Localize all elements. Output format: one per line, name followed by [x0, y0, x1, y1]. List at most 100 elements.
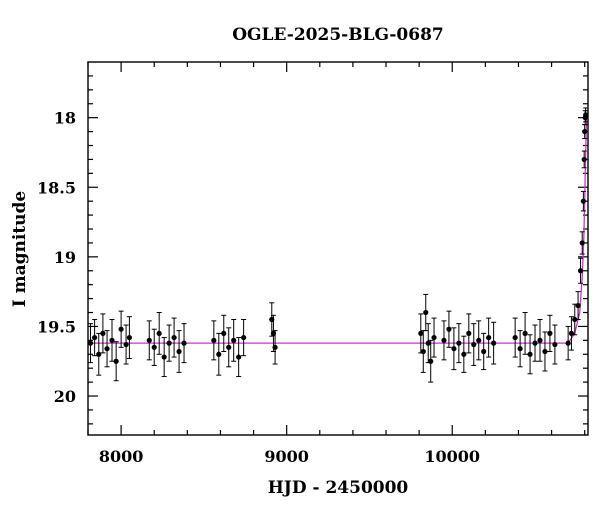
- point-marker: [420, 348, 426, 355]
- data-point: [577, 257, 584, 284]
- point-marker: [532, 340, 538, 346]
- point-marker: [575, 302, 581, 309]
- point-marker: [151, 344, 157, 350]
- y-tick-labels: 18 18.5 19 19.5 20: [37, 109, 76, 406]
- data-point: [123, 324, 129, 365]
- y-tick-label: 18: [54, 109, 76, 128]
- point-marker: [236, 354, 242, 360]
- point-marker: [471, 341, 477, 348]
- y-axis-label: I magnitude: [10, 191, 30, 308]
- x-tick-labels: 8000 9000 10000: [99, 447, 480, 466]
- data-point: [181, 323, 187, 364]
- point-marker: [423, 309, 429, 316]
- point-marker: [481, 348, 487, 355]
- point-marker: [580, 198, 586, 204]
- data-point: [428, 339, 434, 383]
- x-tick-label: 10000: [424, 447, 480, 466]
- point-marker: [517, 346, 523, 352]
- x-axis-label: HJD - 2450000: [268, 478, 409, 498]
- point-marker: [466, 330, 472, 336]
- point-marker: [226, 344, 232, 350]
- point-marker: [512, 334, 518, 341]
- point-marker: [104, 346, 110, 352]
- data-point: [231, 318, 237, 362]
- point-marker: [166, 340, 172, 346]
- point-marker: [431, 334, 437, 341]
- data-point: [451, 327, 457, 371]
- data-point: [517, 330, 523, 368]
- data-point: [425, 323, 431, 364]
- data-point: [481, 332, 487, 371]
- point-marker: [572, 316, 578, 323]
- data-point: [226, 327, 232, 368]
- point-marker: [583, 112, 588, 118]
- data-point: [461, 335, 467, 373]
- data-point: [466, 313, 472, 354]
- point-marker: [451, 346, 457, 352]
- data-point: [565, 325, 571, 361]
- data-point: [104, 330, 110, 368]
- point-marker: [577, 268, 584, 274]
- point-marker: [221, 330, 227, 336]
- point-marker: [552, 341, 558, 348]
- point-marker: [425, 340, 431, 346]
- chart-title: OGLE-2025-BLG-0687: [232, 25, 444, 45]
- y-tick-label: 19.5: [37, 317, 76, 336]
- data-point: [486, 317, 492, 358]
- data-point: [537, 318, 543, 362]
- data-point: [583, 107, 588, 123]
- x-tick-label: 9000: [264, 447, 309, 466]
- axis-ticks: [87, 62, 588, 435]
- point-marker: [241, 334, 247, 341]
- data-point: [126, 316, 132, 359]
- data-point: [512, 317, 518, 358]
- point-marker: [88, 340, 94, 346]
- data-point: [431, 317, 437, 358]
- point-marker: [582, 128, 588, 135]
- data-point: [88, 323, 94, 364]
- point-marker: [231, 337, 237, 343]
- point-marker: [461, 351, 467, 357]
- data-point: [456, 323, 462, 364]
- x-tick-label: 8000: [99, 447, 144, 466]
- data-point: [221, 314, 227, 352]
- model-curve: [88, 116, 588, 344]
- point-marker: [92, 334, 98, 341]
- data-point: [100, 313, 106, 354]
- data-point: [579, 231, 585, 255]
- data-point: [211, 320, 217, 361]
- data-point: [241, 318, 247, 357]
- point-marker: [161, 354, 167, 360]
- data-point: [118, 310, 124, 348]
- point-marker: [565, 340, 571, 346]
- point-marker: [491, 340, 497, 346]
- data-point: [151, 328, 157, 366]
- point-marker: [118, 326, 124, 332]
- data-point: [156, 312, 162, 355]
- data-point: [491, 321, 497, 365]
- data-point: [446, 310, 452, 348]
- point-marker: [272, 344, 278, 350]
- point-marker: [216, 351, 222, 357]
- point-marker: [581, 156, 587, 163]
- data-point: [580, 190, 586, 212]
- point-marker: [109, 337, 115, 343]
- data-point: [532, 324, 538, 362]
- data-point: [522, 312, 528, 355]
- point-marker: [181, 340, 187, 346]
- y-tick-label: 18.5: [37, 178, 76, 197]
- point-marker: [113, 358, 119, 364]
- data-point: [471, 323, 477, 366]
- point-marker: [486, 334, 492, 341]
- point-marker: [100, 330, 106, 336]
- data-point: [441, 320, 447, 361]
- data-point: [527, 334, 533, 375]
- data-point: [581, 150, 587, 169]
- point-marker: [527, 351, 533, 357]
- data-point: [176, 330, 182, 373]
- point-marker: [123, 341, 129, 348]
- data-point: [109, 318, 115, 362]
- point-marker: [96, 351, 102, 357]
- data-point: [113, 341, 119, 382]
- point-marker: [176, 348, 182, 355]
